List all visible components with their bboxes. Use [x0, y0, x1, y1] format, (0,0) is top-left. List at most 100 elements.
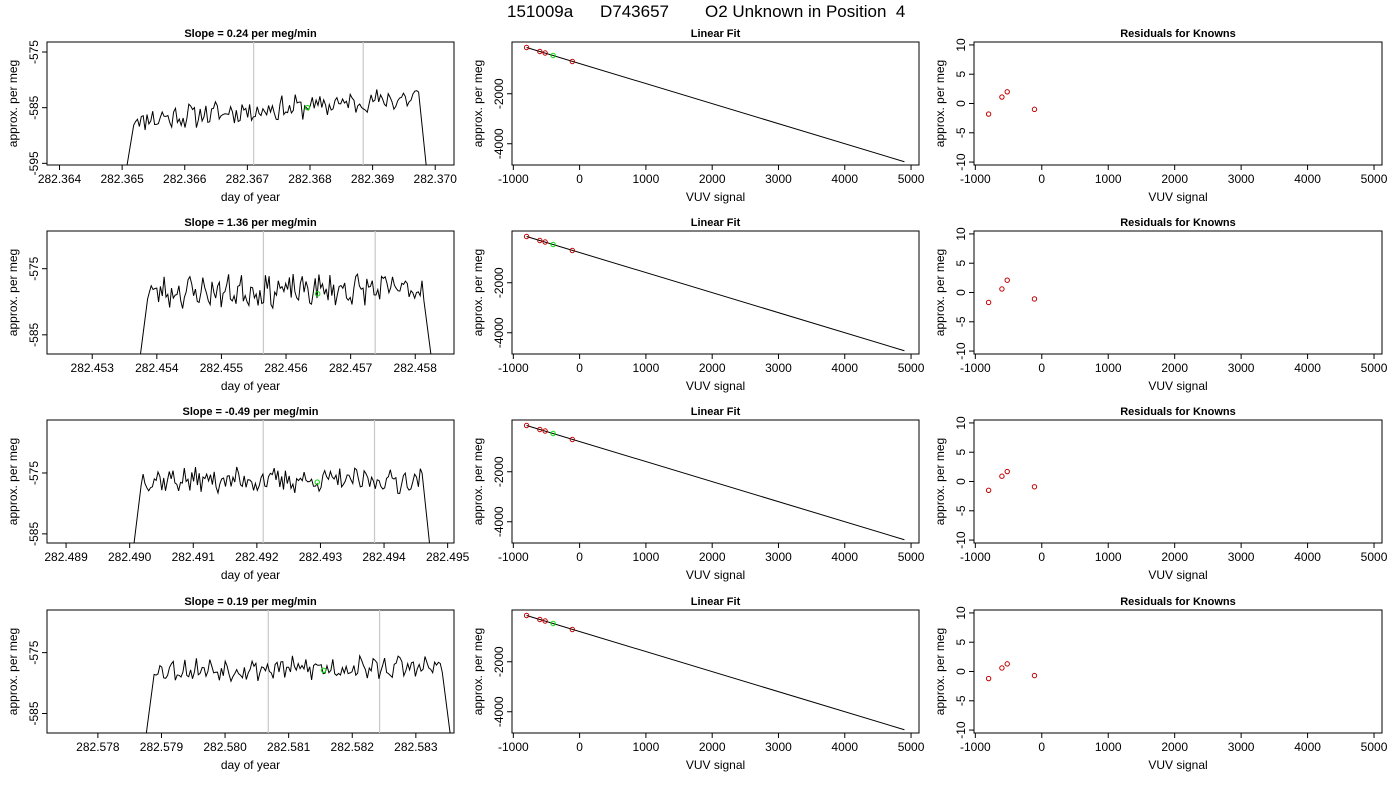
x-axis-label: VUV signal [1148, 758, 1207, 772]
known-standard-point [537, 426, 543, 433]
residual-point [999, 286, 1005, 292]
x-tick-label: 1000 [633, 550, 660, 564]
y-tick-label: -5 [954, 316, 968, 327]
known-standard-point [523, 612, 530, 619]
plot-area [523, 233, 905, 352]
y-tick-label: -5 [954, 695, 968, 706]
panel-residuals-row-2: Residuals for Knowns -1000 0 1000 2000 3000 40… [933, 217, 1388, 393]
y-tick-label: -575 [27, 40, 41, 64]
chart-title: Slope = 0.24 per meg/min [184, 28, 317, 40]
x-tick-label: 3000 [1228, 361, 1255, 375]
x-tick-label: -1000 [960, 172, 991, 186]
y-tick-label: -10 [954, 721, 968, 739]
x-tick-label: -1000 [960, 550, 991, 564]
residual-point [985, 675, 992, 682]
x-tick-label: 2000 [699, 172, 726, 186]
plot-area [126, 42, 427, 165]
x-tick-label: 282.456 [264, 361, 308, 375]
known-standard-point [569, 436, 576, 443]
y-tick-label: -4000 [492, 506, 506, 537]
x-axis-label: VUV signal [1148, 379, 1207, 393]
y-tick-label: -2000 [492, 267, 506, 298]
y-tick-label: 0 [954, 289, 968, 296]
x-tick-label: -1000 [498, 361, 529, 375]
y-tick-label: 5 [954, 260, 968, 267]
panel-residuals-row-4: Residuals for Knowns -1000 0 1000 2000 3000 40… [933, 596, 1388, 772]
y-tick-label: -5 [954, 505, 968, 516]
plot-frame [973, 609, 1383, 734]
known-standard-point [542, 239, 548, 245]
x-tick-label: 2000 [699, 740, 726, 754]
chart-title: Residuals for Knowns [1120, 406, 1236, 418]
x-axis-label: VUV signal [686, 190, 745, 204]
y-axis-label: approx. per meg [471, 60, 485, 147]
x-tick-label: 282.493 [299, 550, 343, 564]
y-axis-label: approx. per meg [471, 628, 485, 715]
x-tick-label: 282.492 [235, 550, 279, 564]
x-tick-label: 2000 [699, 550, 726, 564]
x-axis-label: day of year [221, 379, 280, 393]
y-axis-label: approx. per meg [471, 249, 485, 336]
y-tick-label: -4000 [492, 128, 506, 159]
signal-trace [133, 466, 430, 543]
x-tick-label: 282.580 [203, 740, 247, 754]
unknown-mean-point [314, 291, 321, 297]
x-tick-label: 282.369 [351, 172, 395, 186]
x-axis-label: VUV signal [1148, 568, 1207, 582]
signal-trace [145, 654, 451, 733]
y-tick-label: -10 [954, 531, 968, 549]
x-axis-label: VUV signal [686, 568, 745, 582]
x-tick-label: 0 [1038, 740, 1045, 754]
x-tick-label: 4000 [831, 550, 858, 564]
unknown-mean-point [304, 104, 311, 111]
chart-title: Slope = -0.49 per meg/min [182, 406, 318, 418]
plot-area [523, 422, 905, 541]
x-tick-label: -1000 [960, 740, 991, 754]
panel-linear-fit-row-2: Linear Fit -1000 0 1000 2000 3000 4000 5000 VUV … [471, 217, 925, 393]
residual-point [999, 473, 1005, 479]
panel-linear-fit-row-4: Linear Fit -1000 0 1000 2000 3000 4000 5000 VUV … [471, 596, 925, 772]
plot-area [985, 468, 1038, 493]
residual-point [1004, 89, 1010, 95]
plot-area [985, 89, 1038, 117]
unknown-point [550, 430, 556, 437]
fit-line [526, 47, 905, 163]
y-tick-label: -585 [27, 522, 41, 546]
x-tick-label: 4000 [1294, 361, 1321, 375]
x-tick-label: 282.365 [100, 172, 144, 186]
residual-point [985, 111, 992, 117]
plot-frame [511, 41, 920, 166]
known-standard-point [569, 626, 576, 633]
y-tick-label: 5 [954, 639, 968, 646]
x-tick-label: 5000 [1361, 172, 1388, 186]
plot-area [985, 661, 1038, 682]
x-tick-label: -1000 [960, 361, 991, 375]
y-tick-label: -2000 [492, 78, 506, 109]
plot-frame [973, 230, 1383, 355]
plot-frame [511, 230, 920, 355]
x-tick-label: 0 [576, 550, 583, 564]
tank-label: D743657 [600, 2, 670, 21]
x-axis-label: VUV signal [1148, 190, 1207, 204]
x-tick-label: 1000 [1095, 172, 1122, 186]
y-tick-label: -575 [27, 640, 41, 664]
known-standard-point [523, 233, 530, 240]
y-axis-label: approx. per meg [933, 438, 947, 525]
x-tick-label: 5000 [898, 740, 925, 754]
y-tick-label: -595 [27, 151, 41, 175]
unknown-point [550, 620, 556, 627]
residual-point [1004, 468, 1010, 475]
y-tick-label: -575 [27, 461, 41, 485]
x-tick-label: 282.458 [394, 361, 438, 375]
y-tick-label: -5 [954, 127, 968, 138]
x-tick-label: 5000 [1361, 740, 1388, 754]
signal-trace [126, 89, 427, 165]
residual-point [1004, 277, 1010, 283]
known-standard-point [542, 428, 548, 434]
x-tick-label: 0 [1038, 172, 1045, 186]
unknown-point [550, 241, 556, 248]
x-tick-label: 282.578 [76, 740, 120, 754]
residual-point [1031, 106, 1038, 113]
residual-point [985, 487, 992, 493]
x-tick-label: -1000 [498, 172, 529, 186]
